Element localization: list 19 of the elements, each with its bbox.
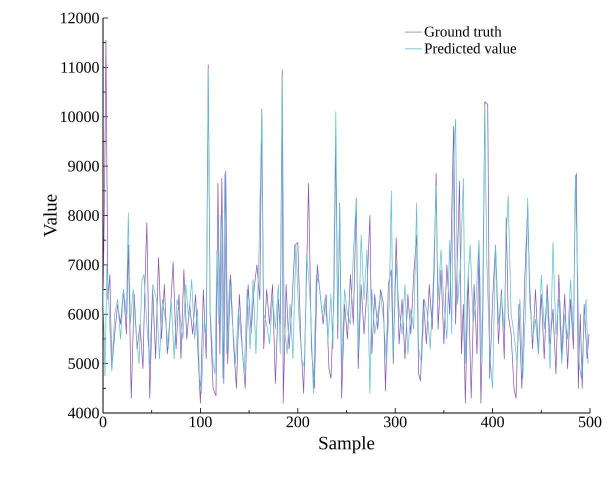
y-tick-label: 7000 [68, 259, 99, 270]
y-tick-label: 8000 [68, 210, 99, 221]
y-tick-label: 11000 [62, 62, 99, 73]
x-tick-label: 300 [384, 416, 407, 428]
x-axis-title: Sample [319, 436, 374, 454]
y-tick-label: 12000 [61, 12, 99, 24]
y-tick-label: 4000 [68, 408, 99, 418]
x-tick-label: 100 [190, 416, 212, 428]
legend-label: Predicted value [424, 42, 516, 54]
y-tick-label: 6000 [68, 308, 99, 320]
x-tick-label: 0 [100, 416, 106, 428]
y-tick-label: 9000 [68, 160, 99, 172]
y-tick-label: 5000 [68, 358, 99, 369]
x-tick-label: 200 [286, 416, 310, 428]
y-axis-title: Value [43, 194, 57, 237]
legend-label: Ground truth [424, 26, 502, 37]
y-tick-label: 10000 [61, 111, 99, 122]
x-tick-label: 400 [480, 416, 504, 428]
x-tick-label: 500 [578, 416, 602, 428]
